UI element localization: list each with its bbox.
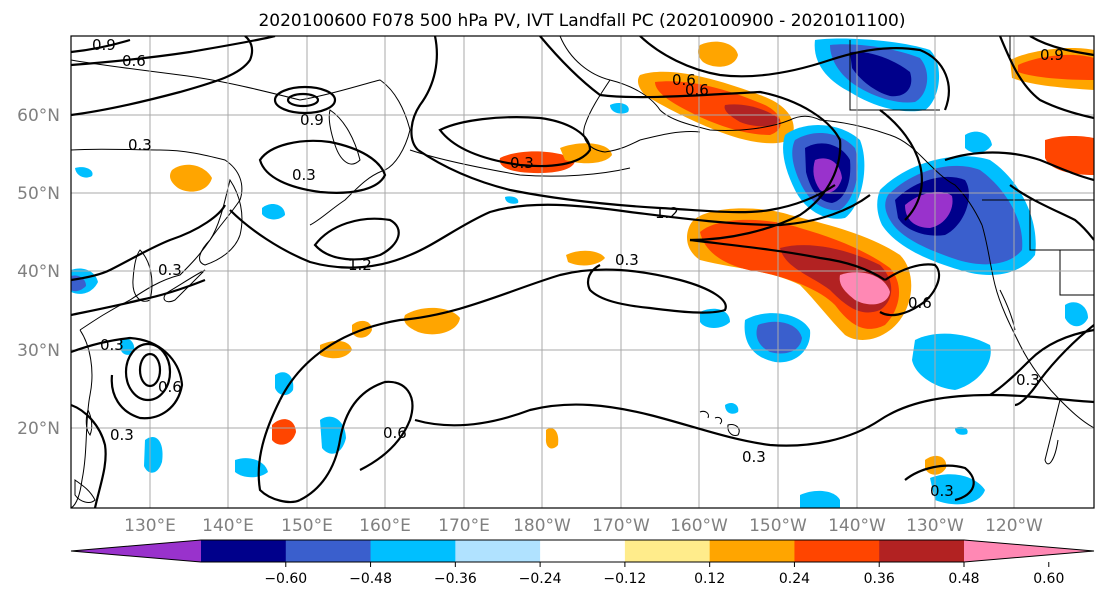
lon-label: 130°E [124,516,176,536]
lon-label: 170°W [592,516,650,536]
contour-label: 0.3 [158,261,182,279]
shaded-anomalies [71,38,1094,508]
contour-label: 0.3 [615,251,639,269]
contour-label: 1.2 [655,204,679,222]
contour-label: 0.3 [292,166,316,184]
coastlines [71,36,1094,508]
colorbar-tick-label: 0.48 [948,571,979,587]
contour-label: 0.3 [510,154,534,172]
contour-label: 0.3 [110,426,134,444]
contour-label: 0.6 [685,81,709,99]
contour-label: 0.9 [1040,46,1064,64]
contour-label: 0.6 [122,52,146,70]
colorbar-segment [455,540,541,562]
contour-label: 1.2 [348,256,372,274]
colorbar-segment [285,540,372,562]
map-panel: 0.9 0.6 0.3 0.9 0.3 0.3 1.2 0.3 1.2 0.6 … [71,36,1094,508]
lon-label: 120°W [985,516,1043,536]
colorbar-tick-label: 0.12 [694,571,725,587]
lat-label: 30°N [17,341,60,361]
contour-label: 0.6 [383,424,407,442]
longitude-labels: 130°E 140°E 150°E 160°E 170°E 180°W 170°… [124,516,1043,536]
contour-label: 0.9 [300,111,324,129]
lat-label: 20°N [17,419,60,439]
colorbar-extend-low [71,540,201,562]
contour-label: 0.6 [672,71,696,89]
colorbar-extend-high [964,540,1094,562]
lon-label: 150°E [281,516,333,536]
colorbar-segment [879,540,965,562]
contour-label: 0.9 [92,36,116,54]
colorbar-segment [624,540,711,562]
lon-label: 150°W [749,516,807,536]
figure-title: 2020100600 F078 500 hPa PV, IVT Landfall… [258,11,905,31]
contour-label: 0.6 [158,378,182,396]
map-frame [70,35,1095,509]
colorbar-segment [201,540,287,562]
contour-label: 0.3 [1016,371,1040,389]
colorbar-segment [540,540,626,562]
lon-label: 140°E [202,516,254,536]
lon-label: 140°W [828,516,886,536]
colorbar-segment [370,540,456,562]
lat-label: 50°N [17,184,60,204]
colorbar-segment [709,540,795,562]
pv-contours [71,36,1094,508]
contour-label: 0.3 [930,482,954,500]
lat-label: 60°N [17,106,60,126]
colorbar-tick-label: 0.24 [779,571,810,587]
colorbar: −0.60 −0.48 −0.36 −0.24 −0.12 0.12 0.24 0.36 0.4… [70,539,1095,587]
colorbar-segment [794,540,880,562]
colorbar-tick-label: −0.24 [519,571,562,587]
lon-label: 160°E [359,516,411,536]
colorbar-tick-label: −0.48 [349,571,392,587]
colorbar-tick-label: −0.12 [603,571,646,587]
contour-label: 0.6 [908,294,932,312]
contour-label: 0.3 [742,448,766,466]
latitude-labels: 60°N 50°N 40°N 30°N 20°N [17,106,60,439]
colorbar-tick-label: 0.36 [864,571,895,587]
colorbar-outline [70,539,1095,563]
lon-label: 170°E [438,516,490,536]
colorbar-tick-label: −0.36 [434,571,477,587]
lat-label: 40°N [17,262,60,282]
lon-label: 130°W [906,516,964,536]
contour-labels: 0.9 0.6 0.3 0.9 0.3 0.3 1.2 0.3 1.2 0.6 … [92,36,1064,500]
lon-label: 160°W [670,516,728,536]
contour-label: 0.3 [128,136,152,154]
graticule [71,36,1094,508]
lon-label: 180°W [513,516,571,536]
colorbar-tick-label: −0.60 [264,571,307,587]
contour-label: 0.3 [100,336,124,354]
colorbar-tick-label: 0.60 [1033,571,1064,587]
